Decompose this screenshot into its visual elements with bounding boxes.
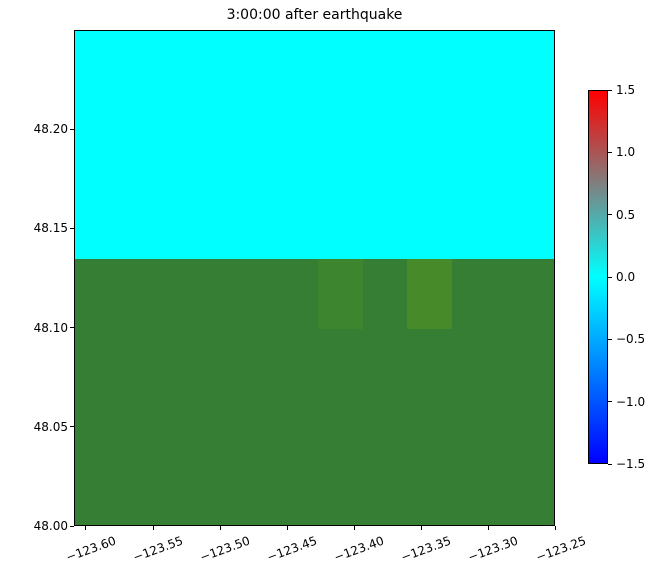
y-tick-label: 48.15 [33,221,68,236]
colorbar-tickmark [608,401,612,403]
x-tickmark [152,526,154,530]
colorbar-tick-label: −0.5 [616,332,646,347]
y-tickmark [70,128,74,130]
y-tick-label: 48.20 [33,122,68,137]
plot-area [74,30,555,526]
x-tick-label: −123.50 [198,533,252,565]
y-tickmark [70,525,74,527]
heatmap-region-land [75,259,554,525]
y-tickmark [70,327,74,329]
x-tick-label: −123.25 [533,533,588,565]
colorbar-tickmark [608,463,612,465]
colorbar-tickmark [608,214,612,216]
x-tickmark [487,526,489,530]
y-tick-label: 48.05 [33,419,68,434]
colorbar-tickmark [608,89,612,91]
x-tick-label: −123.45 [265,533,320,565]
x-tick-label: −123.30 [466,533,521,565]
x-tick-label: −123.40 [332,533,387,565]
y-tickmark [70,227,74,229]
colorbar-tick-label: 1.0 [616,145,636,160]
colorbar-tick-label: 0.0 [616,270,636,284]
y-tickmark [70,426,74,428]
colorbar-tick-label: 0.5 [616,207,636,222]
x-tickmark [219,526,221,530]
colorbar-tickmark [608,276,612,278]
colorbar-tick-label: −1.0 [616,394,646,409]
x-tickmark [555,526,557,530]
x-tick-label: −123.55 [131,533,185,565]
y-tick-label: 48.10 [33,320,68,335]
heatmap-region-sea-surface [75,31,554,260]
colorbar [588,90,608,464]
x-tickmark [420,526,422,530]
chart-title: 3:00:00 after earthquake [226,7,403,23]
x-tickmark [85,526,87,530]
x-tick-label: −123.60 [64,533,118,565]
x-tickmark [353,526,355,530]
y-tick-label: 48.00 [33,519,68,533]
colorbar-tick-label: −1.5 [616,457,646,471]
x-tick-label: −123.35 [399,533,454,565]
heatmap-region-land-cell-1 [317,259,363,329]
colorbar-tickmark [608,338,612,340]
x-tickmark [286,526,288,530]
colorbar-tick-label: 1.5 [616,83,636,97]
colorbar-tickmark [608,151,612,153]
heatmap-region-land-cell-2 [407,259,453,329]
